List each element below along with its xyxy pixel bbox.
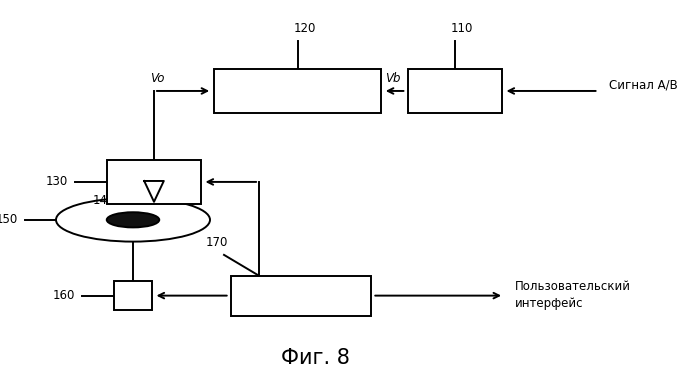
Polygon shape — [144, 181, 164, 202]
Ellipse shape — [56, 198, 210, 242]
Ellipse shape — [106, 212, 160, 227]
Text: Контроллер: Контроллер — [264, 289, 338, 302]
Text: КИО: КИО — [141, 175, 167, 188]
Text: Фиг. 8: Фиг. 8 — [281, 348, 349, 368]
FancyBboxPatch shape — [407, 69, 503, 113]
Text: 130: 130 — [46, 175, 69, 188]
Text: Кодек: Кодек — [436, 85, 474, 97]
Text: 140: 140 — [93, 194, 116, 207]
Text: Vb: Vb — [385, 72, 400, 85]
Text: 160: 160 — [53, 289, 76, 302]
Text: Пользовательский: Пользовательский — [514, 280, 631, 293]
FancyBboxPatch shape — [214, 69, 382, 113]
FancyBboxPatch shape — [231, 276, 371, 315]
Text: интерфейс: интерфейс — [514, 297, 583, 310]
Text: Vo: Vo — [150, 72, 164, 85]
Text: 150: 150 — [0, 213, 18, 226]
Text: 170: 170 — [206, 236, 228, 249]
FancyBboxPatch shape — [106, 160, 202, 204]
Text: Сигнал А/В: Сигнал А/В — [609, 79, 678, 92]
Text: 110: 110 — [451, 22, 473, 35]
Text: 120: 120 — [293, 22, 316, 35]
FancyBboxPatch shape — [113, 281, 153, 310]
Text: Буфер дорожек: Буфер дорожек — [248, 85, 346, 97]
